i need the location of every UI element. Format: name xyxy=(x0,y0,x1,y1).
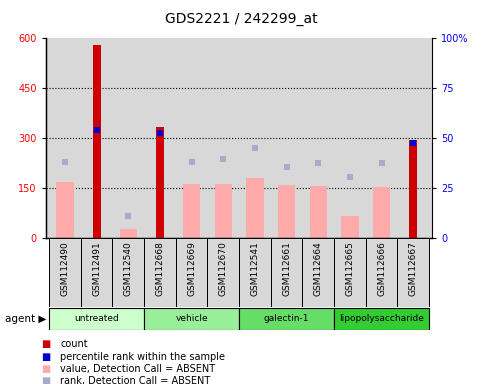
Text: ■: ■ xyxy=(41,352,50,362)
FancyBboxPatch shape xyxy=(271,238,302,307)
FancyBboxPatch shape xyxy=(144,238,176,307)
FancyBboxPatch shape xyxy=(49,308,144,330)
Text: GSM112541: GSM112541 xyxy=(250,242,259,296)
Bar xyxy=(341,217,359,238)
Text: value, Detection Call = ABSENT: value, Detection Call = ABSENT xyxy=(60,364,215,374)
FancyBboxPatch shape xyxy=(113,238,144,307)
FancyBboxPatch shape xyxy=(398,238,429,307)
Text: GSM112664: GSM112664 xyxy=(314,242,323,296)
Text: GSM112670: GSM112670 xyxy=(219,242,228,296)
FancyBboxPatch shape xyxy=(81,238,113,307)
Text: ■: ■ xyxy=(41,339,50,349)
Bar xyxy=(156,127,164,238)
Text: ■: ■ xyxy=(41,376,50,384)
Text: GSM112666: GSM112666 xyxy=(377,242,386,296)
Text: GSM112661: GSM112661 xyxy=(282,242,291,296)
Text: rank, Detection Call = ABSENT: rank, Detection Call = ABSENT xyxy=(60,376,211,384)
Text: agent ▶: agent ▶ xyxy=(5,314,46,324)
FancyBboxPatch shape xyxy=(334,308,429,330)
Text: GSM112491: GSM112491 xyxy=(92,242,101,296)
Text: vehicle: vehicle xyxy=(175,314,208,323)
FancyBboxPatch shape xyxy=(49,238,81,307)
Text: count: count xyxy=(60,339,88,349)
Text: GSM112669: GSM112669 xyxy=(187,242,196,296)
Bar xyxy=(56,182,73,238)
Text: untreated: untreated xyxy=(74,314,119,323)
FancyBboxPatch shape xyxy=(239,238,271,307)
Text: lipopolysaccharide: lipopolysaccharide xyxy=(339,314,424,323)
Bar xyxy=(278,185,295,238)
Bar xyxy=(214,184,232,238)
FancyBboxPatch shape xyxy=(207,238,239,307)
Bar xyxy=(409,140,417,238)
Text: GSM112668: GSM112668 xyxy=(156,242,164,296)
Text: galectin-1: galectin-1 xyxy=(264,314,309,323)
FancyBboxPatch shape xyxy=(176,238,207,307)
FancyBboxPatch shape xyxy=(366,238,398,307)
Text: GDS2221 / 242299_at: GDS2221 / 242299_at xyxy=(165,12,318,25)
Bar xyxy=(310,187,327,238)
Bar xyxy=(119,229,137,238)
Text: percentile rank within the sample: percentile rank within the sample xyxy=(60,352,226,362)
FancyBboxPatch shape xyxy=(239,308,334,330)
Text: GSM112540: GSM112540 xyxy=(124,242,133,296)
Text: GSM112667: GSM112667 xyxy=(409,242,418,296)
Text: GSM112665: GSM112665 xyxy=(345,242,355,296)
FancyBboxPatch shape xyxy=(144,308,239,330)
Bar xyxy=(246,178,264,238)
Text: GSM112490: GSM112490 xyxy=(60,242,70,296)
Bar xyxy=(93,45,100,238)
FancyBboxPatch shape xyxy=(302,238,334,307)
Text: ■: ■ xyxy=(41,364,50,374)
Bar xyxy=(183,184,200,238)
Bar xyxy=(373,187,390,238)
FancyBboxPatch shape xyxy=(334,238,366,307)
